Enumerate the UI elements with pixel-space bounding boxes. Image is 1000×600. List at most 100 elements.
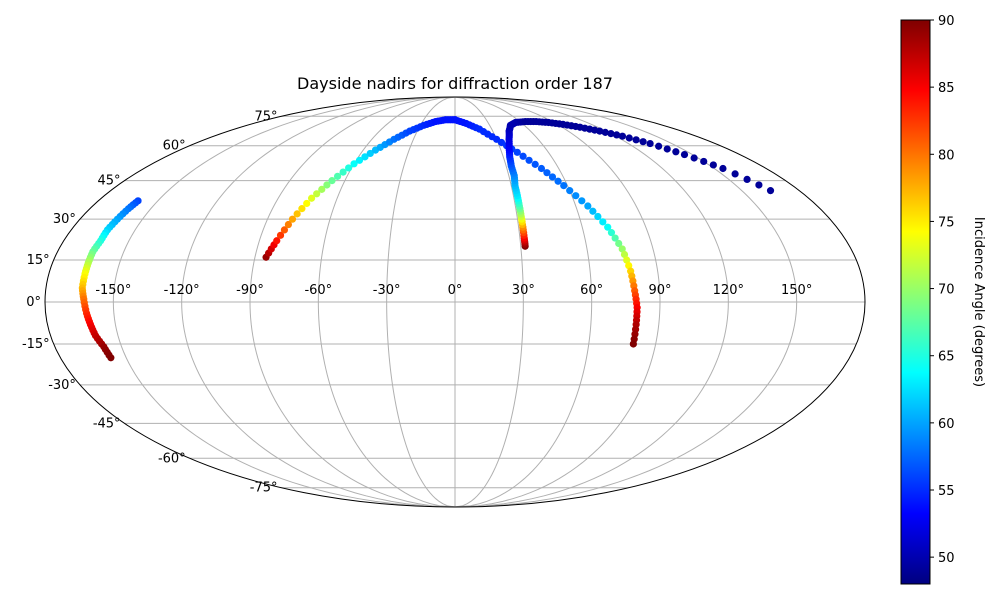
data-point [280, 226, 289, 234]
colorbar-tick-label: 55 [938, 484, 955, 499]
longitude-gridline [454, 96, 661, 508]
data-point [531, 160, 539, 168]
data-point [623, 256, 631, 264]
map-area: -150° -120° -90° -60° -30° 0° 30° 60° 90° 120° 150… [22, 96, 866, 508]
data-points [78, 116, 775, 362]
data-point [672, 148, 680, 156]
map-boundary [44, 96, 866, 508]
chart-title: Dayside nadirs for diffraction order 187 [297, 74, 613, 93]
latitude-tick-label: -60° [158, 451, 186, 466]
data-point [646, 139, 654, 148]
data-point [333, 172, 342, 180]
data-point [318, 185, 326, 193]
data-point [519, 152, 527, 160]
data-point [355, 156, 364, 164]
data-point [655, 142, 663, 150]
data-point [719, 164, 727, 173]
longitude-gridline [181, 96, 456, 508]
longitude-tick-label: -120° [164, 283, 200, 298]
colorbar-label: Incidence Angle (degrees) [971, 217, 986, 387]
data-point [572, 192, 580, 200]
colorbar-tick-label: 60 [938, 417, 955, 432]
longitude-gridline [454, 96, 729, 508]
data-point [607, 130, 615, 138]
data-point [350, 160, 358, 168]
data-point [601, 128, 609, 136]
data-point [607, 229, 616, 237]
data-point [766, 187, 775, 195]
data-point [107, 354, 115, 362]
longitude-tick-label: 60° [580, 283, 603, 298]
data-point [743, 175, 751, 183]
data-point [288, 215, 297, 223]
data-point [611, 234, 619, 242]
latitude-tick-label: -75° [250, 481, 278, 496]
longitude-tick-label: 150° [781, 283, 812, 298]
longitude-gridline [454, 96, 524, 508]
longitude-gridlines [112, 96, 798, 508]
data-point [303, 199, 311, 208]
longitude-tick-labels: -150° -120° -90° -60° -30° 0° 30° 60° 90° 120° 150… [95, 283, 812, 298]
latitude-tick-label: 45° [98, 174, 121, 189]
data-point [589, 207, 597, 215]
latitude-tick-label: 60° [163, 139, 186, 154]
data-point [599, 218, 607, 226]
data-point [755, 181, 763, 189]
data-point [629, 340, 637, 348]
data-point [284, 220, 292, 229]
data-point [554, 177, 562, 185]
longitude-tick-label: -90° [236, 283, 264, 298]
longitude-gridline [249, 96, 456, 508]
latitude-tick-label: -15° [22, 337, 50, 352]
colorbar-tick-label: 70 [938, 283, 955, 298]
longitude-tick-label: -150° [95, 283, 131, 298]
data-point [293, 210, 301, 218]
data-point [323, 181, 331, 189]
longitude-tick-label: 120° [713, 283, 744, 298]
data-point [548, 173, 557, 181]
data-point [560, 181, 568, 190]
data-point [298, 205, 306, 213]
data-point [618, 132, 627, 140]
data-point [620, 250, 629, 259]
data-point [596, 127, 604, 135]
longitude-tick-label: 30° [512, 283, 535, 298]
data-point [345, 164, 353, 172]
colorbar-ticks: 50 55 60 65 70 75 80 85 90 [930, 14, 955, 566]
data-point [273, 237, 281, 245]
data-point [615, 239, 623, 248]
longitude-tick-label: 90° [648, 283, 671, 298]
colorbar-gradient [900, 19, 931, 585]
longitude-gridline [454, 96, 593, 508]
data-point [276, 231, 285, 239]
data-point [625, 261, 633, 270]
latitude-tick-label: -30° [48, 378, 76, 393]
data-point [543, 169, 551, 177]
colorbar-tick-label: 50 [938, 551, 955, 566]
data-point [328, 177, 336, 185]
data-point [525, 156, 533, 164]
colorbar-tick-label: 75 [938, 215, 955, 230]
longitude-gridline [112, 96, 456, 508]
colorbar-tick-label: 90 [938, 14, 955, 29]
longitude-tick-label: -30° [373, 283, 401, 298]
colorbar-tick-label: 65 [938, 350, 955, 365]
latitude-tick-label: 15° [27, 253, 50, 268]
longitude-tick-label: -60° [304, 283, 332, 298]
data-point [339, 168, 347, 176]
data-point [584, 202, 592, 210]
data-point [639, 138, 647, 146]
data-point [307, 194, 316, 202]
longitude-gridline [386, 96, 456, 508]
colorbar-tick-label: 85 [938, 81, 955, 96]
data-point [618, 245, 626, 253]
data-point [594, 212, 602, 221]
data-point [709, 161, 717, 169]
data-point [625, 134, 633, 142]
data-point [690, 154, 698, 162]
latitude-tick-labels: -75° -60° -45° -30° -15° 0° 15° 30° 45° 60° 75° [22, 109, 278, 495]
colorbar: 50 55 60 65 70 75 80 85 90 Incidence Angle (degr… [900, 14, 986, 585]
longitude-gridline [454, 96, 798, 508]
data-point [680, 150, 689, 159]
